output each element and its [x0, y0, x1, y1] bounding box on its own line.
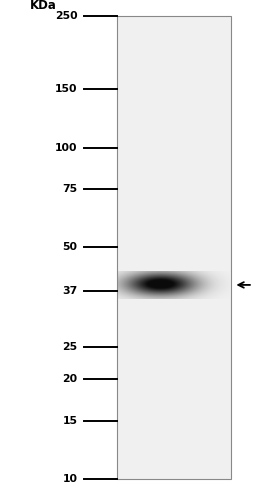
Text: 37: 37: [62, 286, 77, 296]
Text: 25: 25: [62, 342, 77, 352]
Text: 100: 100: [55, 142, 77, 153]
Text: 15: 15: [62, 416, 77, 426]
Text: 50: 50: [62, 243, 77, 252]
Bar: [117, 16, 231, 479]
Text: KDa: KDa: [30, 0, 57, 12]
Text: 75: 75: [62, 184, 77, 194]
Text: 10: 10: [62, 474, 77, 484]
Text: 250: 250: [55, 11, 77, 20]
Text: 150: 150: [55, 84, 77, 94]
Text: 20: 20: [62, 374, 77, 385]
